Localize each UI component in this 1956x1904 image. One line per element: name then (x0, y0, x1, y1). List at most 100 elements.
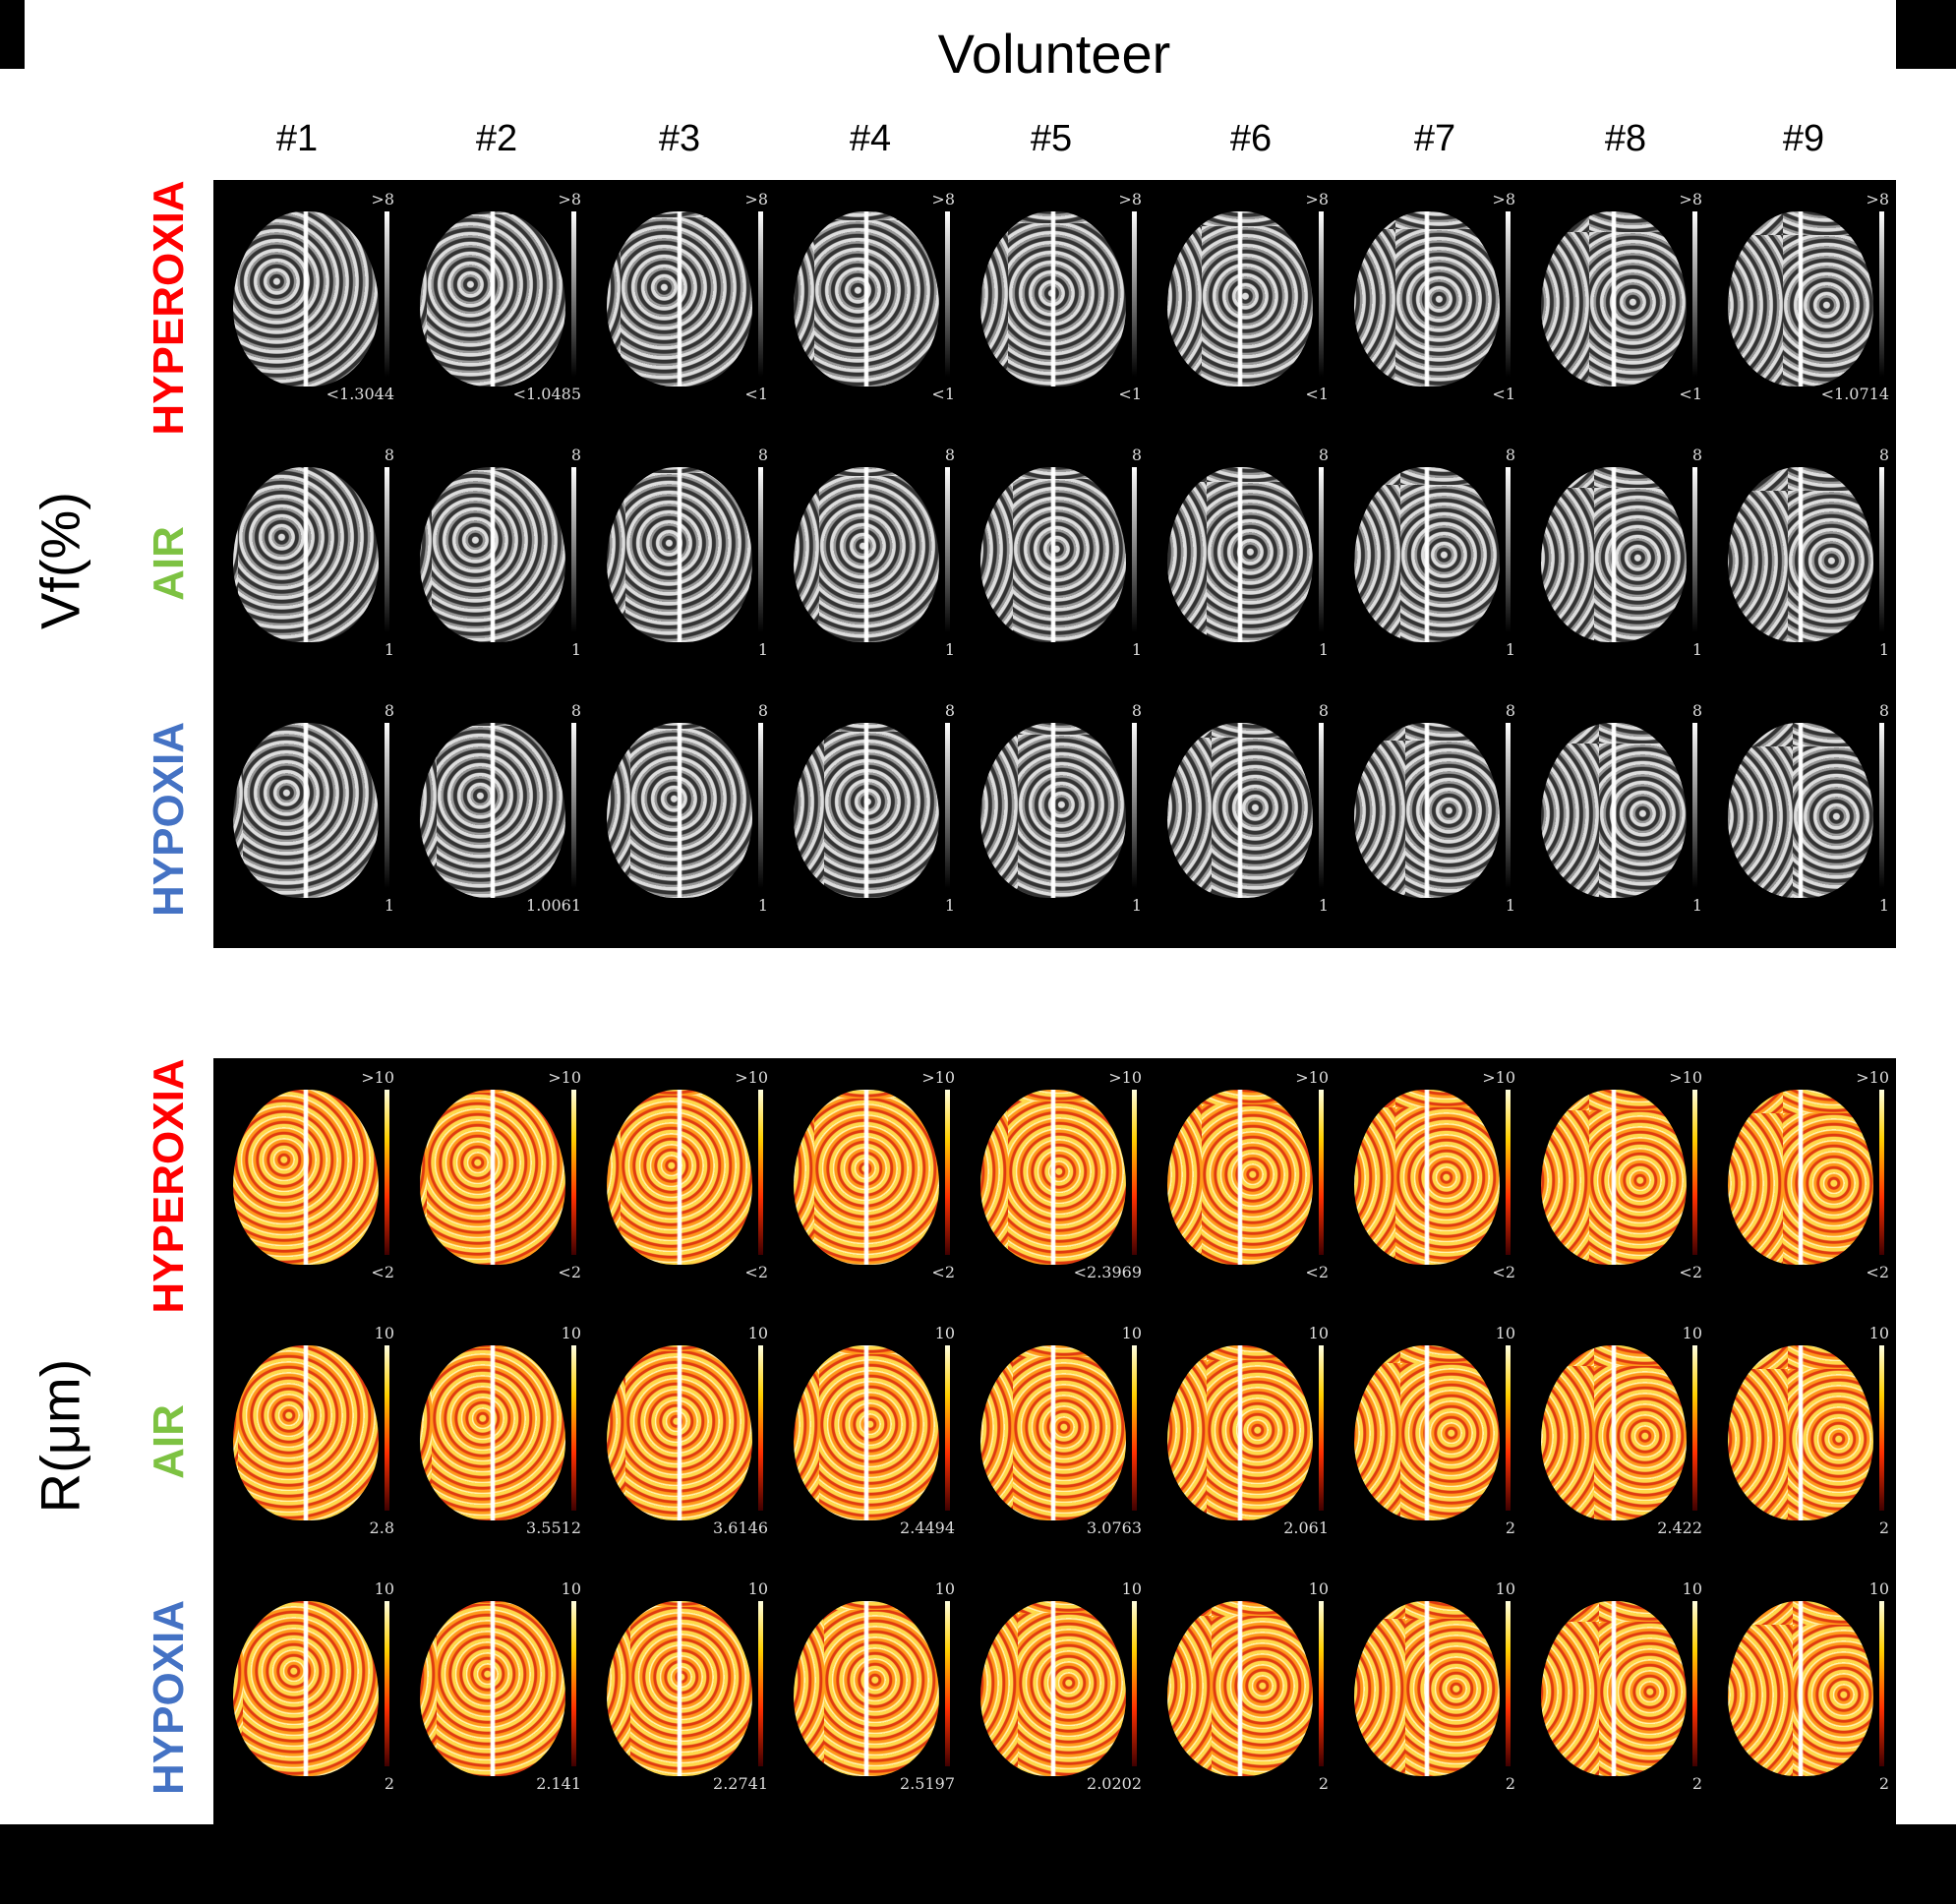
colorbar-max-label: >8 (1492, 190, 1515, 208)
map-cell: 10 2 (1148, 1570, 1334, 1825)
map-cell: >10 <2 (1148, 1058, 1334, 1314)
colorbar-min-label: <1.0485 (512, 385, 581, 403)
colorbar (758, 723, 763, 888)
map-cell: >8 <1 (774, 180, 961, 436)
colorbar (1879, 211, 1884, 377)
brain-map-image (233, 211, 379, 387)
colorbar (1506, 1090, 1511, 1255)
colorbar-max-label: 8 (1505, 701, 1515, 720)
colorbar-max-label: 8 (570, 701, 581, 720)
column-header-7: #7 (1413, 118, 1456, 159)
map-cell: 10 2 (213, 1570, 400, 1825)
colorbar-min-label: 1 (570, 640, 581, 659)
map-cell: >10 <2 (1521, 1058, 1708, 1314)
brain-map-image (1167, 723, 1313, 898)
radius-axis-label: R(μm) (29, 1358, 91, 1514)
colorbar (1132, 1601, 1137, 1766)
colorbar (571, 1345, 576, 1511)
colorbar-max-label: 8 (384, 701, 394, 720)
brain-map-image (794, 723, 939, 898)
colorbar (945, 1345, 950, 1511)
vf-panel: >8 <1.3044 >8 <1.0485 >8 <1 >8 <1 >8 <1 >8 <1 >8 <1 >8… (213, 180, 1896, 948)
map-cell: 10 2.4494 (774, 1314, 961, 1570)
colorbar (1319, 211, 1324, 377)
colorbar (1506, 467, 1511, 632)
column-header-4: #4 (849, 118, 892, 159)
colorbar (1692, 211, 1697, 377)
colorbar-min-label: <2 (1866, 1263, 1889, 1281)
colorbar-min-label: 2 (1878, 1518, 1889, 1537)
colorbar-min-label: <2 (558, 1263, 581, 1281)
colorbar-max-label: 10 (1495, 1324, 1515, 1342)
colorbar-min-label: <1 (744, 385, 768, 403)
brain-map-image (794, 1090, 939, 1265)
colorbar-min-label: 2.8 (369, 1518, 394, 1537)
colorbar-max-label: 10 (1121, 1579, 1142, 1598)
colorbar-min-label: <2 (931, 1263, 955, 1281)
brain-map-image (1541, 467, 1687, 642)
colorbar (1319, 1090, 1324, 1255)
brain-map-image (980, 467, 1126, 642)
colorbar-min-label: <1 (1679, 385, 1702, 403)
colorbar-min-label: 2.141 (536, 1774, 581, 1793)
brain-map-image (1728, 1601, 1873, 1776)
map-cell: 10 2.0202 (961, 1570, 1148, 1825)
colorbar-max-label: 8 (570, 446, 581, 464)
colorbar (1319, 1601, 1324, 1766)
colorbar-max-label: 10 (561, 1324, 581, 1342)
colorbar-max-label: 8 (757, 446, 768, 464)
map-cell: 10 2 (1521, 1570, 1708, 1825)
colorbar-max-label: 10 (374, 1579, 394, 1598)
brain-map-image (794, 1345, 939, 1520)
brain-map-image (233, 1345, 379, 1520)
brain-map-image (1167, 467, 1313, 642)
colorbar-min-label: 2 (1691, 1774, 1702, 1793)
colorbar (758, 211, 763, 377)
colorbar-max-label: 10 (1308, 1579, 1329, 1598)
brain-map-image (1354, 1601, 1500, 1776)
colorbar-min-label: 2.2741 (713, 1774, 768, 1793)
map-cell: 10 2 (1334, 1314, 1521, 1570)
colorbar-max-label: >10 (1295, 1068, 1329, 1087)
colorbar-min-label: 2 (384, 1774, 394, 1793)
colorbar-min-label: 2.061 (1283, 1518, 1329, 1537)
map-cell: 10 2.8 (213, 1314, 400, 1570)
brain-map-image (1728, 1090, 1873, 1265)
colorbar-min-label: <1 (1492, 385, 1515, 403)
colorbar (385, 467, 389, 632)
column-header-3: #3 (658, 118, 701, 159)
colorbar-max-label: 8 (1691, 701, 1702, 720)
colorbar-min-label: <2 (744, 1263, 768, 1281)
colorbar-max-label: 10 (1868, 1579, 1889, 1598)
row-label-hyperoxia: HYPEROXIA (145, 180, 193, 436)
colorbar-min-label: <2.3969 (1073, 1263, 1142, 1281)
colorbar-max-label: 10 (1682, 1579, 1702, 1598)
colorbar-min-label: <1 (931, 385, 955, 403)
colorbar-min-label: 3.0763 (1087, 1518, 1142, 1537)
colorbar-max-label: >10 (361, 1068, 394, 1087)
colorbar-max-label: 10 (1682, 1324, 1702, 1342)
brain-map-image (794, 1601, 939, 1776)
brain-map-image (420, 211, 565, 387)
colorbar-max-label: 8 (1131, 446, 1142, 464)
colorbar (1132, 723, 1137, 888)
colorbar (1506, 1601, 1511, 1766)
colorbar-min-label: 1 (1318, 640, 1329, 659)
map-cell: 10 2 (1708, 1314, 1895, 1570)
colorbar (1319, 723, 1324, 888)
colorbar-min-label: 3.5512 (526, 1518, 581, 1537)
colorbar-max-label: >8 (1679, 190, 1702, 208)
brain-map-image (1167, 1601, 1313, 1776)
colorbar-min-label: <2 (1492, 1263, 1515, 1281)
brain-map-image (420, 467, 565, 642)
column-header-6: #6 (1229, 118, 1273, 159)
colorbar-max-label: 8 (1318, 446, 1329, 464)
corner-block-right (1896, 0, 1956, 69)
brain-map-image (794, 211, 939, 387)
